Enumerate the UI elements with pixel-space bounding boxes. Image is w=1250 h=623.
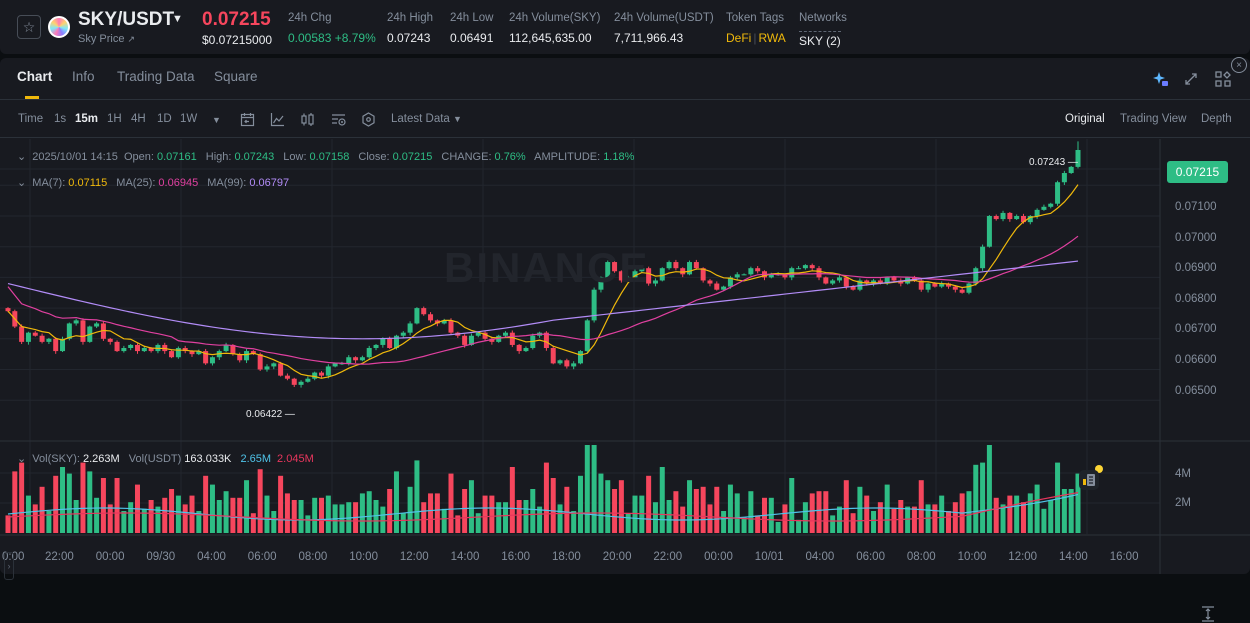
current-price-tag: 0.07215 bbox=[1167, 161, 1228, 183]
time-axis-label: 12:00 bbox=[399, 551, 429, 563]
ohlc-legend: ⌄ 2025/10/01 14:15 Open: 0.07161 High: 0.0… bbox=[17, 151, 635, 163]
volume-axis-label: 4M bbox=[1175, 468, 1191, 480]
ai-sparkle-icon[interactable] bbox=[1152, 70, 1170, 88]
layout-grid-icon[interactable] bbox=[1214, 70, 1232, 88]
candlestick-chart[interactable]: BINANCE ⌄ 2025/10/01 14:15 Open: 0.07161 … bbox=[0, 139, 1250, 622]
chart-toolbar: Time 1s 15m 1H 4H 1D 1W ▼ Latest Data ▼ … bbox=[0, 100, 1250, 138]
pair-selector[interactable]: SKY/USDT bbox=[78, 9, 175, 30]
ticker-header: ☆ SKY/USDT ▼ Sky Price ↗ 0.07215 $0.0721… bbox=[0, 0, 1250, 54]
sky-coin-logo bbox=[48, 16, 70, 38]
collapse-chevron-icon[interactable]: ⌄ bbox=[17, 177, 27, 189]
external-link-icon: ↗ bbox=[127, 34, 136, 44]
last-price: 0.07215 bbox=[202, 9, 271, 30]
interval-1d[interactable]: 1D bbox=[157, 113, 172, 125]
interval-4h[interactable]: 4H bbox=[131, 113, 146, 125]
caret-down-icon: ▼ bbox=[453, 114, 462, 124]
time-axis-label: 12:00 bbox=[1008, 551, 1038, 563]
chart-canvas[interactable] bbox=[0, 139, 1250, 574]
time-axis-label: 04:00 bbox=[805, 551, 835, 563]
interval-15m[interactable]: 15m bbox=[75, 113, 99, 125]
time-axis-label: 16:00 bbox=[1109, 551, 1139, 563]
price-axis-label: 0.06700 bbox=[1175, 323, 1217, 335]
price-axis-label: 0.06500 bbox=[1175, 385, 1217, 397]
time-axis-label: 06:00 bbox=[856, 551, 885, 563]
chevron-right-icon: › bbox=[7, 561, 11, 571]
candle-style-icon[interactable] bbox=[298, 110, 316, 128]
price-axis-label: 0.07000 bbox=[1175, 232, 1217, 244]
stat-24h-change: 24h Chg 0.00583 +8.79% bbox=[288, 12, 376, 45]
price-axis-label: 0.06900 bbox=[1175, 262, 1217, 274]
news-icon bbox=[1083, 474, 1095, 486]
notification-dot bbox=[1095, 465, 1103, 473]
low-marker: 0.06422 — bbox=[246, 409, 295, 420]
news-notes-button[interactable] bbox=[1079, 470, 1099, 490]
time-axis-label: 18:00 bbox=[552, 551, 581, 563]
time-axis-label: 10/01 bbox=[754, 551, 784, 563]
high-marker: 0.07243 — bbox=[1029, 157, 1078, 168]
price-axis-label: 0.06800 bbox=[1175, 293, 1217, 305]
stat-24h-low: 24h Low 0.06491 bbox=[450, 12, 494, 45]
price-axis-label: 0.06600 bbox=[1175, 354, 1217, 366]
binance-watermark: BINANCE bbox=[444, 244, 650, 291]
chart-settings-icon[interactable] bbox=[329, 110, 347, 128]
tab-square[interactable]: Square bbox=[214, 69, 258, 84]
tag-rwa[interactable]: RWA bbox=[758, 31, 786, 45]
sky-price-link[interactable]: Sky Price ↗ bbox=[78, 33, 136, 45]
time-axis-label: 10:00 bbox=[349, 551, 378, 563]
token-tags: Token Tags DeFi | RWA bbox=[726, 12, 786, 45]
view-trading-view[interactable]: Trading View bbox=[1120, 113, 1187, 125]
stat-24h-volume-usdt: 24h Volume(USDT) 7,711,966.43 bbox=[614, 12, 714, 45]
volume-axis-label: 2M bbox=[1175, 497, 1191, 509]
usd-price: $0.07215000 bbox=[202, 33, 273, 47]
view-original[interactable]: Original bbox=[1065, 113, 1105, 125]
chart-panel: Chart Info Trading Data Square × Time 1s… bbox=[0, 57, 1250, 622]
networks: Networks SKY (2) bbox=[799, 12, 847, 48]
auto-fit-icon[interactable] bbox=[1198, 605, 1218, 623]
time-axis-label: 22:00 bbox=[45, 551, 74, 563]
interval-1s[interactable]: 1s bbox=[54, 113, 67, 125]
time-axis-label: 20:00 bbox=[602, 551, 632, 563]
time-axis-label: 06:00 bbox=[247, 551, 277, 563]
collapse-chevron-icon[interactable]: ⌄ bbox=[17, 151, 27, 163]
latest-data-dropdown[interactable]: Latest Data ▼ bbox=[391, 113, 462, 125]
tab-chart[interactable]: Chart bbox=[17, 69, 53, 84]
volume-legend: ⌄ Vol(SKY): 2.263M Vol(USDT) 163.033K 2.65… bbox=[17, 453, 314, 465]
time-axis-label: 08:00 bbox=[906, 551, 936, 563]
active-tab-indicator bbox=[25, 96, 39, 99]
expand-side-panel-handle[interactable]: › bbox=[4, 552, 14, 580]
interval-1h[interactable]: 1H bbox=[107, 113, 122, 125]
tab-info[interactable]: Info bbox=[72, 69, 95, 84]
stat-24h-volume-sky: 24h Volume(SKY) 112,645,635.00 bbox=[509, 12, 601, 45]
time-axis-label: 09/30 bbox=[146, 551, 176, 563]
price-axis-label: 0.07100 bbox=[1175, 201, 1217, 213]
tab-bar: Chart Info Trading Data Square × bbox=[0, 57, 1250, 100]
interval-1w[interactable]: 1W bbox=[180, 113, 198, 125]
tag-defi[interactable]: DeFi bbox=[726, 31, 752, 45]
favorite-star-button[interactable]: ☆ bbox=[17, 15, 41, 39]
view-depth[interactable]: Depth bbox=[1201, 113, 1232, 125]
collapse-chevron-icon[interactable]: ⌄ bbox=[17, 453, 27, 465]
time-axis-label: 08:00 bbox=[298, 551, 328, 563]
interval-time[interactable]: Time bbox=[18, 113, 44, 125]
networks-dropdown[interactable]: SKY (2) bbox=[799, 31, 841, 48]
expand-icon[interactable] bbox=[1182, 70, 1200, 88]
time-axis-label: 00:00 bbox=[704, 551, 733, 563]
ma-legend: ⌄ MA(7): 0.07115 MA(25): 0.06945 MA(99): 0.… bbox=[17, 177, 290, 189]
star-icon: ☆ bbox=[22, 18, 36, 35]
hexagon-settings-icon[interactable] bbox=[359, 110, 377, 128]
close-icon[interactable]: × bbox=[1231, 57, 1247, 73]
stat-24h-high: 24h High 0.07243 bbox=[387, 12, 434, 45]
time-axis-label: 00:00 bbox=[95, 551, 125, 563]
time-axis-label: 04:00 bbox=[197, 551, 226, 563]
time-axis-label: 16:00 bbox=[501, 551, 531, 563]
interval-more-caret-icon[interactable]: ▼ bbox=[212, 115, 221, 125]
calendar-icon[interactable] bbox=[238, 110, 256, 128]
caret-down-icon[interactable]: ▼ bbox=[172, 13, 183, 25]
time-axis-label: 22:00 bbox=[653, 551, 683, 563]
time-axis-label: 14:00 bbox=[450, 551, 480, 563]
indicator-line-icon[interactable] bbox=[268, 110, 286, 128]
time-axis-label: 14:00 bbox=[1059, 551, 1088, 563]
time-axis-label: 10:00 bbox=[957, 551, 987, 563]
tab-trading-data[interactable]: Trading Data bbox=[117, 69, 195, 84]
